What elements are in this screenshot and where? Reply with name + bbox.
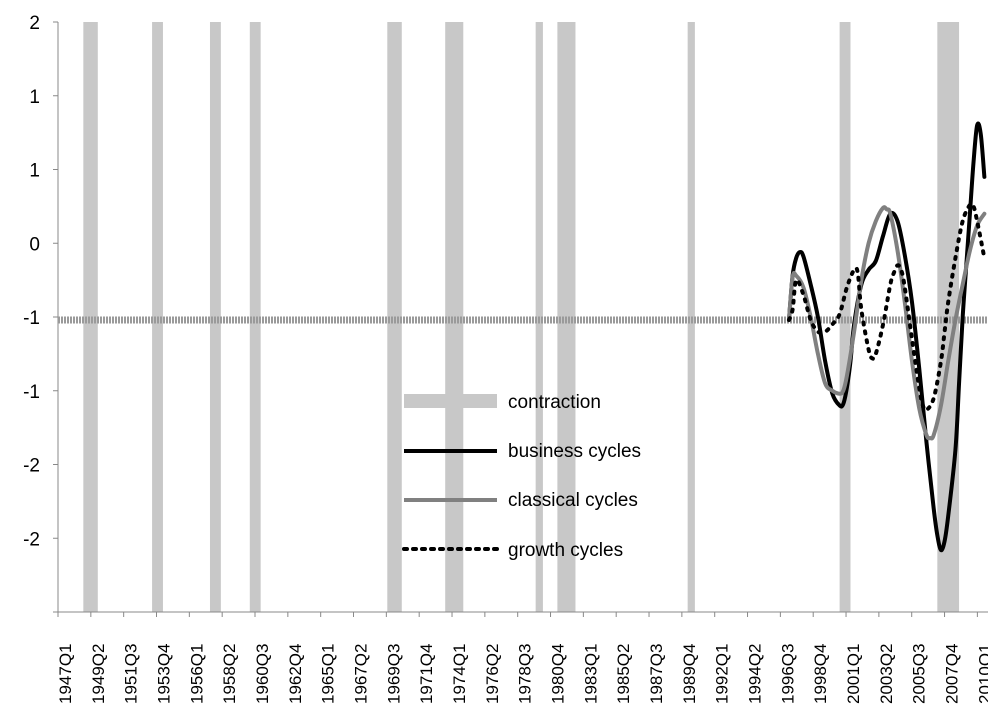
x-tick-label-17: 1985Q2 [614,644,633,705]
x-tick-label-27: 2007Q4 [943,643,962,704]
y-tick-label-1: 1 [29,87,40,108]
legend-label-contraction: contraction [508,392,601,413]
contraction-band-4 [249,22,261,612]
series-line-business-cycles [786,121,987,553]
x-tick-label-20: 1992Q1 [713,644,732,705]
x-tick-label-1: 1949Q2 [89,644,108,705]
x-tick-label-22: 1996Q3 [778,644,797,705]
y-tick-label-2: 1 [29,161,40,182]
x-tick-label-26: 2005Q3 [910,644,929,705]
series-lines [786,121,987,553]
y-tick-label-7: -2 [23,529,40,550]
x-tick-label-8: 1965Q1 [319,644,338,705]
x-tick-label-2: 1951Q3 [122,644,141,705]
x-tick-label-9: 1967Q2 [352,643,371,704]
legend-label-business: business cycles [508,441,641,462]
legend-label-classical: classical cycles [508,490,638,511]
y-tick-label-6: -2 [23,456,40,477]
x-tick-label-24: 2001Q1 [844,644,863,705]
x-tick-label-12: 1974Q1 [450,644,469,705]
y-tick-label-4: -1 [23,308,40,329]
x-tick-label-0: 1947Q1 [56,644,75,705]
y-tick-labels: 2 1 1 0 -1 -1 -2 -2 [23,13,58,613]
x-tick-label-3: 1953Q4 [155,643,174,704]
x-tick-label-13: 1976Q2 [483,644,502,705]
x-tick-label-16: 1983Q1 [581,644,600,705]
x-tick-labels: 1947Q1 1949Q2 1951Q3 1953Q4 1956Q1 1958Q2 1960… [56,612,988,704]
x-tick-label-14: 1978Q3 [516,644,535,705]
y-tick-label-5: -1 [23,382,40,403]
legend: contraction business cycles classical cy… [402,392,641,561]
x-tick-label-28: 2010Q1 [975,644,988,705]
x-tick-label-5: 1958Q2 [220,644,239,705]
x-tick-label-25: 2003Q2 [877,644,896,705]
x-tick-label-19: 1989Q4 [680,644,699,705]
x-tick-label-21: 1994Q2 [746,643,765,704]
y-tick-label-0: 2 [29,13,40,34]
y-tick-label-3: 0 [29,234,40,255]
x-tick-label-15: 1980Q4 [549,643,568,704]
contraction-band-1 [83,22,98,612]
legend-swatch-contraction [404,394,497,408]
x-tick-label-6: 1960Q3 [253,644,272,705]
x-tick-label-4: 1956Q1 [187,644,206,705]
x-tick-label-11: 1971Q4 [417,644,436,705]
x-tick-label-7: 1962Q4 [286,644,305,705]
x-tick-label-10: 1969Q3 [384,644,403,705]
x-tick-label-23: 1998Q4 [811,644,830,705]
series-line-classical-cycles [786,205,987,441]
legend-label-growth: growth cycles [508,540,623,561]
x-tick-label-18: 1987Q3 [647,644,666,705]
